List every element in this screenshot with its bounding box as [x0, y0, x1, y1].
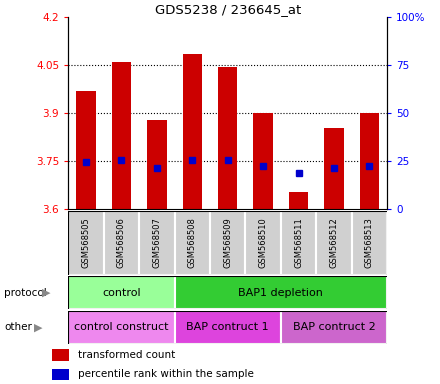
- Bar: [112, 62, 131, 209]
- Text: BAP1 depletion: BAP1 depletion: [238, 288, 323, 298]
- Text: GSM568513: GSM568513: [365, 217, 374, 268]
- Bar: [104, 211, 139, 275]
- Text: control: control: [102, 288, 141, 298]
- Text: control construct: control construct: [74, 322, 169, 333]
- Bar: [352, 211, 387, 275]
- Text: GSM568506: GSM568506: [117, 217, 126, 268]
- Bar: [210, 211, 246, 275]
- Bar: [281, 311, 387, 344]
- Bar: [289, 192, 308, 209]
- Bar: [147, 120, 167, 209]
- Text: GSM568511: GSM568511: [294, 217, 303, 268]
- Text: transformed count: transformed count: [78, 350, 175, 360]
- Text: other: other: [4, 322, 32, 333]
- Bar: [281, 211, 316, 275]
- Bar: [218, 67, 238, 209]
- Text: GSM568509: GSM568509: [223, 217, 232, 268]
- Bar: [175, 211, 210, 275]
- Bar: [68, 276, 175, 309]
- Text: GSM568508: GSM568508: [188, 217, 197, 268]
- Text: GSM568507: GSM568507: [152, 217, 161, 268]
- Bar: [52, 369, 69, 380]
- Text: BAP contruct 2: BAP contruct 2: [293, 322, 375, 333]
- Bar: [68, 211, 104, 275]
- Bar: [76, 91, 95, 209]
- Bar: [316, 211, 352, 275]
- Bar: [139, 211, 175, 275]
- Text: GSM568505: GSM568505: [81, 217, 91, 268]
- Text: ▶: ▶: [42, 288, 50, 298]
- Text: GSM568512: GSM568512: [330, 217, 338, 268]
- Text: ▶: ▶: [34, 322, 43, 333]
- Text: BAP contruct 1: BAP contruct 1: [187, 322, 269, 333]
- Text: protocol: protocol: [4, 288, 47, 298]
- Bar: [52, 349, 69, 361]
- Text: percentile rank within the sample: percentile rank within the sample: [78, 369, 254, 379]
- Bar: [324, 127, 344, 209]
- Bar: [246, 211, 281, 275]
- Bar: [360, 113, 379, 209]
- Title: GDS5238 / 236645_at: GDS5238 / 236645_at: [154, 3, 301, 16]
- Bar: [175, 276, 387, 309]
- Bar: [253, 113, 273, 209]
- Bar: [68, 311, 175, 344]
- Text: GSM568510: GSM568510: [259, 217, 268, 268]
- Bar: [175, 311, 281, 344]
- Bar: [183, 54, 202, 209]
